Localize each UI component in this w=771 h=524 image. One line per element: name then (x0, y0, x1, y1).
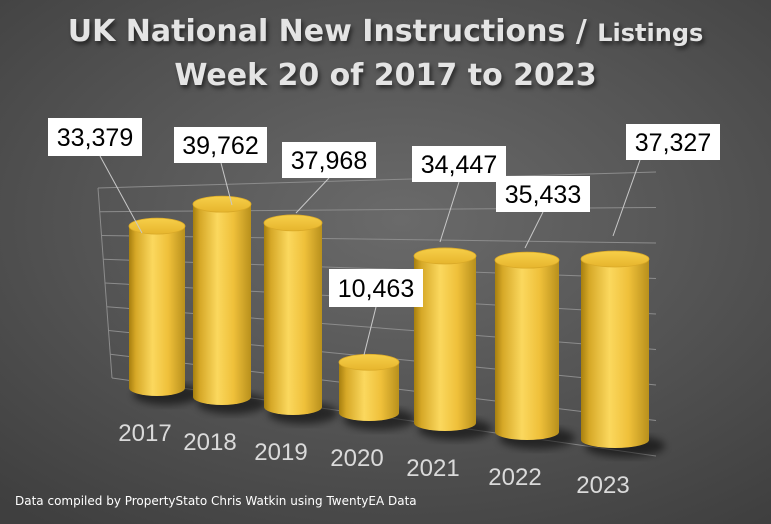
x-axis-tick-labels: 2017 2018 2019 2020 2021 2022 2023 (118, 420, 629, 499)
data-label: 10,463 (338, 275, 414, 303)
data-label: 39,762 (182, 132, 258, 160)
data-labels: 33,379 39,762 37,968 10,463 34,447 35,433 37,3… (48, 118, 720, 356)
data-label-box (626, 124, 720, 160)
bar-2018 (193, 204, 251, 405)
chart-subtitle: Week 20 of 2017 to 2023 (174, 58, 597, 93)
bar-2021 (414, 255, 476, 431)
x-tick-label: 2019 (254, 439, 307, 466)
data-label-box (496, 176, 590, 212)
bar-top-2019 (263, 214, 323, 232)
bar-top-2017 (128, 217, 186, 235)
bar-2019 (264, 222, 322, 415)
data-label: 35,433 (505, 181, 581, 209)
chart-title-main: UK National New Instructions / (67, 14, 598, 49)
data-label: 33,379 (57, 124, 133, 152)
data-label-box (329, 269, 423, 307)
leader-line (295, 177, 330, 214)
data-label: 37,968 (291, 147, 367, 175)
leader-line (99, 155, 143, 234)
x-tick-label: 2021 (406, 455, 459, 482)
gridline (106, 306, 657, 350)
chart-title-line-1: UK National New Instructions / Listings (0, 14, 771, 49)
source-footnote: Data compiled by PropertyStato Chris Wat… (15, 494, 417, 508)
x-tick-label: 2020 (330, 445, 383, 472)
bar-2022 (495, 260, 559, 440)
x-tick-label: 2022 (488, 464, 541, 491)
bar-top-2020 (338, 353, 400, 371)
bar-top-2018 (192, 195, 252, 213)
y-axis-line (97, 187, 113, 379)
data-label-box (174, 127, 267, 163)
data-label-box (412, 146, 506, 182)
x-tick-label: 2023 (576, 472, 629, 499)
data-label-box (282, 142, 376, 178)
gridline (97, 171, 657, 189)
bar-top-2023 (580, 250, 650, 268)
bar-2020 (339, 362, 399, 421)
leader-line (439, 181, 460, 243)
bar-2023 (581, 258, 649, 448)
bar-top-2021 (413, 247, 477, 265)
bar-top-2022 (494, 251, 560, 269)
leader-line (363, 306, 377, 356)
data-label-box (48, 118, 142, 156)
leader-line (612, 159, 641, 237)
x-tick-label: 2018 (183, 429, 236, 456)
data-label: 34,447 (421, 151, 497, 179)
data-label: 37,327 (635, 129, 711, 157)
bars (128, 195, 650, 448)
x-tick-label: 2017 (118, 420, 171, 447)
chart-title-listings: Listings (597, 19, 704, 47)
leader-line (524, 211, 544, 249)
leader-line (220, 162, 233, 206)
bar-2017 (129, 226, 185, 396)
